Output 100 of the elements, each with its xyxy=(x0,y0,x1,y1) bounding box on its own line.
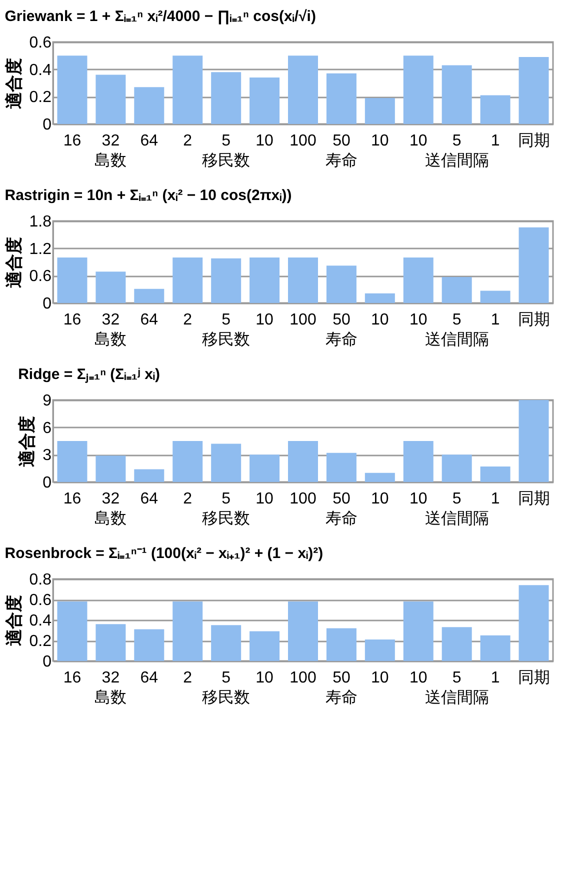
bar xyxy=(364,98,395,124)
x-tick-label: 32 xyxy=(102,670,120,686)
x-tick-label: 10 xyxy=(256,490,274,508)
bar xyxy=(288,602,318,661)
chart-title: Ridge = Σⱼ₌₁ⁿ (Σᵢ₌₁ʲ xᵢ) xyxy=(18,366,160,383)
bar xyxy=(172,56,203,124)
bar xyxy=(96,74,126,124)
x-tick-label: 5 xyxy=(222,312,231,328)
bar xyxy=(134,288,164,303)
text: 送信間隔 xyxy=(424,510,489,528)
bar xyxy=(442,454,472,482)
bar xyxy=(211,625,242,661)
text: 送信間隔 xyxy=(424,152,489,170)
text: 移民数 xyxy=(202,152,250,170)
bar xyxy=(211,72,242,124)
bar xyxy=(96,624,126,661)
bar xyxy=(480,466,510,482)
y-tick-label: 0.6 xyxy=(29,268,52,286)
y-tick-label: 1.2 xyxy=(29,240,52,258)
bar xyxy=(134,87,164,124)
x-tick-label: 16 xyxy=(63,312,82,328)
bar xyxy=(480,635,510,661)
x-tick-label: 同期 xyxy=(518,490,550,508)
x-tick-label: 10 xyxy=(371,490,389,508)
x-tick-label: 同期 xyxy=(518,132,550,150)
x-tick-label: 1 xyxy=(490,132,500,150)
y-tick-label: 3 xyxy=(42,447,52,464)
y-tick-label: 0 xyxy=(42,116,52,134)
x-tick-label: 32 xyxy=(102,132,120,150)
bar xyxy=(288,257,318,303)
x-tick-label: 1 xyxy=(490,490,500,508)
y-tick-label: 9 xyxy=(42,392,52,410)
bar xyxy=(211,444,242,482)
x-tick-label: 10 xyxy=(371,312,389,328)
y-tick-label: 1.8 xyxy=(29,214,52,230)
x-tick-label: 100 xyxy=(290,132,316,150)
bar xyxy=(518,585,549,661)
bar xyxy=(364,472,395,482)
bar xyxy=(403,441,434,482)
bar xyxy=(250,631,280,661)
text: 島数 xyxy=(94,688,127,706)
chart-title: Griewank = 1 + Σᵢ₌₁ⁿ xᵢ²/4000 − ∏ᵢ₌₁ⁿ cos(xᵢ/√i) xyxy=(4,8,316,25)
x-tick-label: 10 xyxy=(256,312,274,328)
text: 送信間隔 xyxy=(424,332,489,348)
y-axis-title: 適合度 xyxy=(4,58,24,109)
x-tick-label: 2 xyxy=(183,312,192,328)
y-tick-label: 0 xyxy=(42,296,52,312)
x-tick-label: 64 xyxy=(140,670,158,686)
bar xyxy=(211,258,242,303)
x-tick-label: 50 xyxy=(332,132,350,150)
text: 島数 xyxy=(94,330,127,348)
x-tick-label: 同期 xyxy=(518,668,550,686)
text: 寿命 xyxy=(325,510,358,528)
bar xyxy=(172,602,203,661)
bar xyxy=(57,56,88,124)
x-tick-label: 5 xyxy=(452,132,462,150)
x-tick-label: 1 xyxy=(490,312,500,328)
y-tick-label: 0.2 xyxy=(29,89,52,106)
bar xyxy=(403,56,434,124)
text: 送信間隔 xyxy=(424,690,489,706)
x-tick-label: 100 xyxy=(290,490,316,508)
x-tick-label: 50 xyxy=(332,670,350,686)
bar xyxy=(442,277,472,303)
x-tick-label: 2 xyxy=(183,670,192,686)
x-tick-label: 10 xyxy=(409,132,428,150)
x-tick-label: 2 xyxy=(183,132,192,150)
bar xyxy=(288,56,318,124)
bar xyxy=(250,78,280,124)
x-tick-label: 50 xyxy=(332,490,350,508)
y-tick-label: 0.6 xyxy=(29,592,52,609)
x-tick-label: 10 xyxy=(371,670,389,686)
bar xyxy=(134,469,164,482)
bar xyxy=(57,257,88,303)
x-tick-label: 5 xyxy=(222,132,231,150)
text: 移民数 xyxy=(202,690,250,706)
x-tick-label: 16 xyxy=(63,132,82,150)
x-tick-label: 64 xyxy=(140,132,158,150)
bar xyxy=(518,57,549,124)
bar xyxy=(326,73,356,124)
x-tick-label: 1 xyxy=(490,670,500,686)
bar xyxy=(96,456,126,482)
bar xyxy=(442,65,472,124)
chart-title: Rosenbrock = Σᵢ₌₁ⁿ⁻¹ (100(xᵢ² − xᵢ₊₁)² + (1 − xᵢ)²) xyxy=(4,545,324,562)
x-tick-label: 32 xyxy=(102,312,120,328)
bar xyxy=(326,628,356,661)
x-tick-label: 10 xyxy=(256,132,274,150)
y-tick-label: 0.6 xyxy=(29,34,52,52)
chart-title: Rastrigin = 10n + Σᵢ₌₁ⁿ (xᵢ² − 10 cos(2πxᵢ)) xyxy=(4,187,292,204)
x-tick-label: 10 xyxy=(409,312,428,328)
x-tick-label: 5 xyxy=(452,490,462,508)
y-tick-label: 0.2 xyxy=(29,633,52,650)
bar xyxy=(57,602,88,661)
x-tick-label: 5 xyxy=(222,490,231,508)
y-tick-label: 0.4 xyxy=(29,62,52,79)
x-tick-label: 5 xyxy=(222,670,231,686)
x-tick-label: 50 xyxy=(332,312,350,328)
y-tick-label: 0.8 xyxy=(29,572,52,588)
y-tick-label: 0 xyxy=(42,474,52,492)
bar xyxy=(288,441,318,482)
x-tick-label: 64 xyxy=(140,312,158,328)
